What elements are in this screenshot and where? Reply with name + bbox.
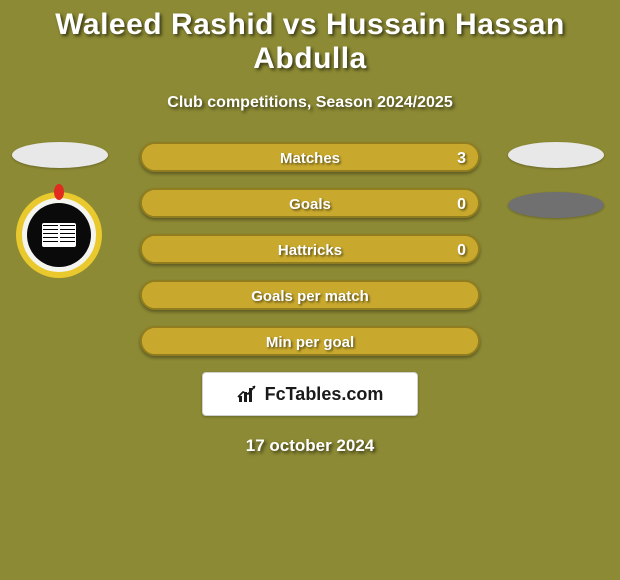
brand-chart-icon: [237, 384, 259, 404]
stats-arena: Matches3 Goals0 Hattricks0 Goals per match M…: [0, 142, 620, 356]
badge-book-icon: [42, 223, 76, 247]
page-title: Waleed Rashid vs Hussain Hassan Abdulla: [0, 0, 620, 76]
stat-fill-right: [142, 144, 478, 170]
badge-flame-icon: [54, 184, 64, 200]
stat-row: Min per goal: [140, 326, 480, 356]
stat-fill-right: [142, 236, 478, 262]
right-player-silhouette-2: [508, 192, 604, 218]
subtitle: Club competitions, Season 2024/2025: [0, 94, 620, 112]
stat-row: Hattricks0: [140, 234, 480, 264]
stat-value-right: 0: [457, 236, 466, 264]
left-club-badge: [16, 192, 102, 278]
right-player-column: [508, 142, 608, 242]
stat-row: Matches3: [140, 142, 480, 172]
right-player-silhouette-1: [508, 142, 604, 168]
brand-text: FcTables.com: [265, 384, 384, 405]
brand-box[interactable]: FcTables.com: [202, 372, 418, 416]
stat-fill-right: [142, 282, 478, 308]
badge-inner: [27, 203, 91, 267]
comparison-card: Waleed Rashid vs Hussain Hassan Abdulla …: [0, 0, 620, 580]
stat-row: Goals0: [140, 188, 480, 218]
date-line: 17 october 2024: [0, 436, 620, 456]
stat-fill-right: [142, 328, 478, 354]
left-player-silhouette: [12, 142, 108, 168]
stat-row: Goals per match: [140, 280, 480, 310]
stat-fill-right: [142, 190, 478, 216]
stat-value-right: 3: [457, 144, 466, 172]
stat-bars: Matches3 Goals0 Hattricks0 Goals per match M…: [140, 142, 480, 356]
left-player-column: [12, 142, 112, 278]
stat-value-right: 0: [457, 190, 466, 218]
